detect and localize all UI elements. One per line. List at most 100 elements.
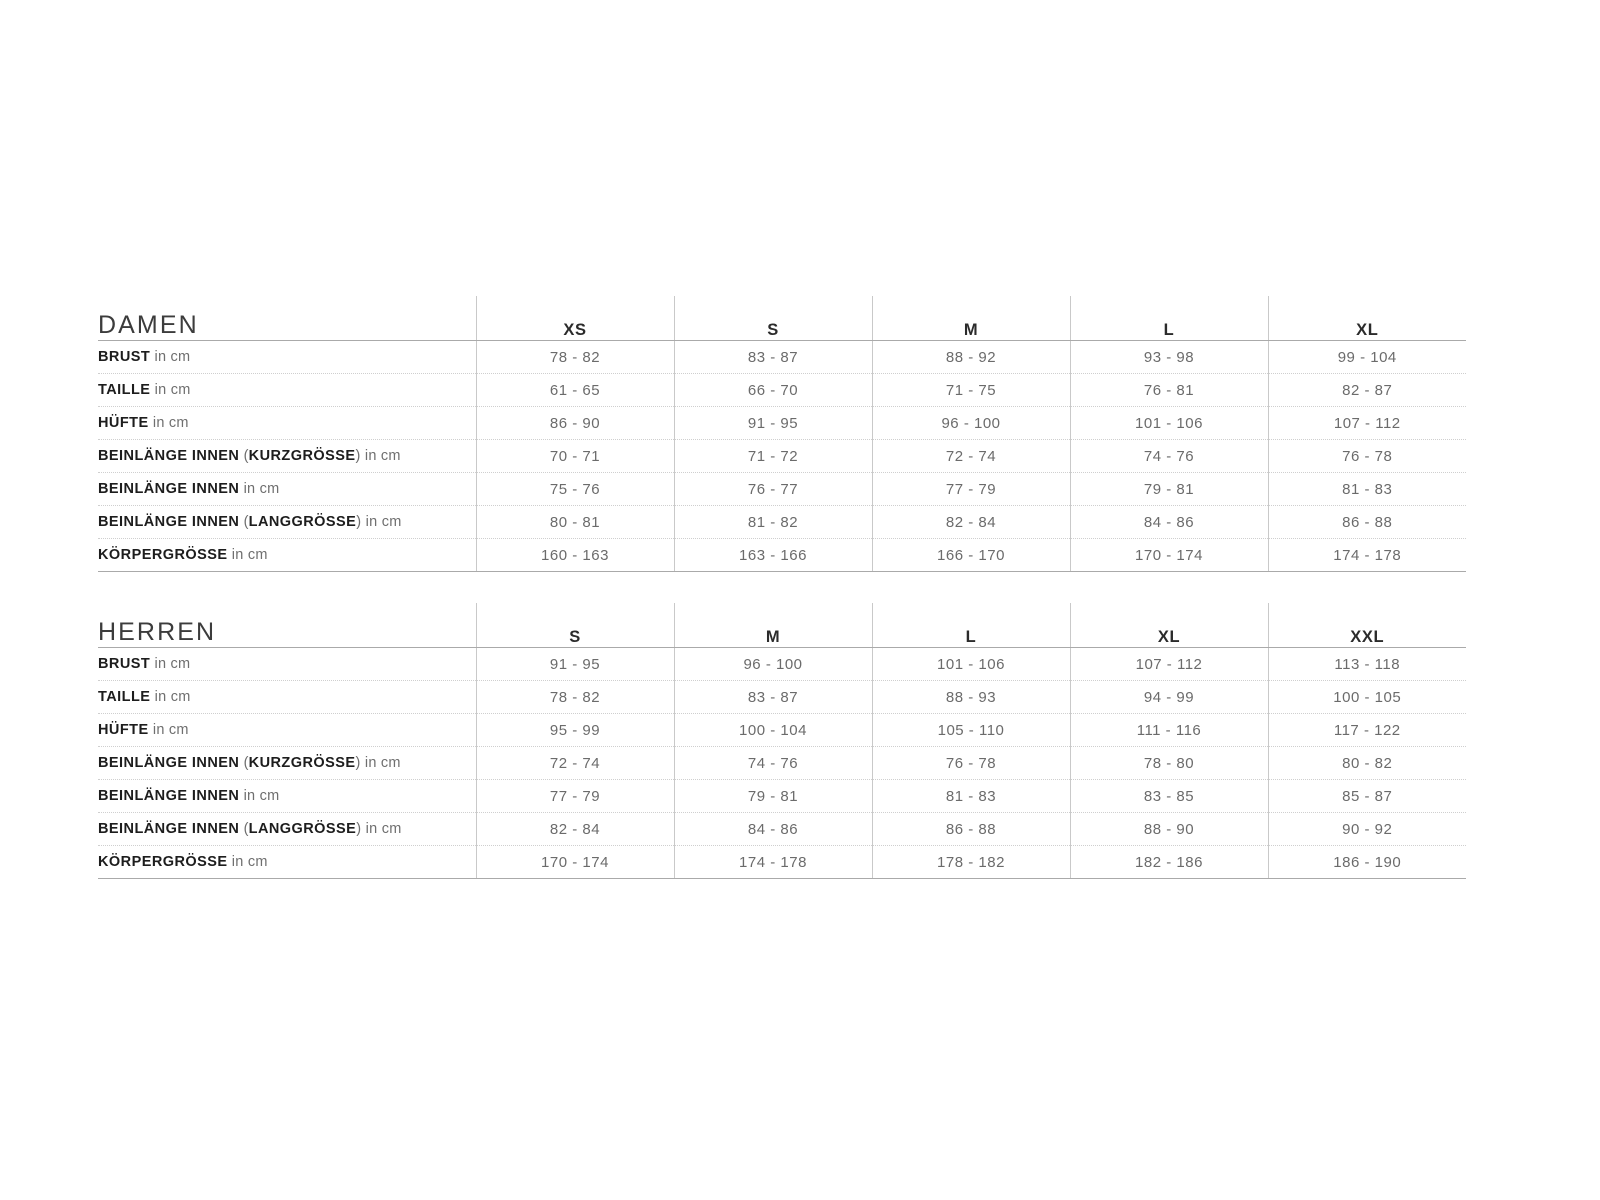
measurement-value: 74 - 76 bbox=[673, 746, 872, 780]
measurement-unit: in cm bbox=[361, 821, 402, 837]
table-row: KÖRPERGRÖSSE in cm 170 - 174 174 - 178 178 … bbox=[98, 845, 1466, 879]
measurement-variant: LANGGRÖSSE bbox=[248, 514, 357, 530]
table-row: BEINLÄNGE INNEN (LANGGRÖSSE) in cm 82 - 8… bbox=[98, 812, 1466, 846]
measurement-variant: KURZGRÖSSE bbox=[248, 755, 356, 771]
measurement-value: 101 - 106 bbox=[871, 647, 1070, 681]
measurement-value: 93 - 98 bbox=[1069, 340, 1268, 374]
measurement-label: HÜFTE in cm bbox=[98, 406, 476, 440]
measurement-unit: in cm bbox=[361, 514, 402, 530]
measurement-value: 94 - 99 bbox=[1069, 680, 1268, 714]
measurement-value: 74 - 76 bbox=[1069, 439, 1268, 473]
measurement-name: BEINLÄNGE INNEN bbox=[98, 821, 240, 837]
measurement-value: 80 - 82 bbox=[1267, 746, 1466, 780]
measurement-value: 70 - 71 bbox=[475, 439, 674, 473]
measurement-name: BEINLÄNGE INNEN bbox=[98, 514, 240, 530]
paren-open: ( bbox=[239, 821, 249, 837]
measurement-unit: in cm bbox=[227, 854, 268, 870]
measurement-value: 95 - 99 bbox=[475, 713, 674, 747]
measurement-value: 76 - 78 bbox=[1267, 439, 1466, 473]
measurement-unit: in cm bbox=[360, 448, 401, 464]
measurement-value: 71 - 75 bbox=[871, 373, 1070, 407]
measurement-value: 113 - 118 bbox=[1267, 647, 1466, 681]
measurement-name: KÖRPERGRÖSSE bbox=[98, 854, 228, 870]
table-row: TAILLE in cm 78 - 82 83 - 87 88 - 93 94 - 99… bbox=[98, 680, 1466, 714]
measurement-label: BRUST in cm bbox=[98, 647, 476, 681]
measurement-label: BEINLÄNGE INNEN in cm bbox=[98, 472, 476, 506]
measurement-value: 81 - 82 bbox=[673, 505, 872, 539]
paren-close: ) bbox=[356, 514, 362, 530]
size-column-header: S bbox=[475, 603, 674, 648]
measurement-value: 170 - 174 bbox=[1069, 538, 1268, 572]
measurement-label: BEINLÄNGE INNEN (KURZGRÖSSE) in cm bbox=[98, 746, 476, 780]
measurement-value: 86 - 88 bbox=[1267, 505, 1466, 539]
measurement-value: 182 - 186 bbox=[1069, 845, 1268, 879]
measurement-value: 100 - 105 bbox=[1267, 680, 1466, 714]
paren-close: ) bbox=[355, 755, 361, 771]
measurement-value: 85 - 87 bbox=[1267, 779, 1466, 813]
measurement-value: 66 - 70 bbox=[673, 373, 872, 407]
measurement-label: BEINLÄNGE INNEN (KURZGRÖSSE) in cm bbox=[98, 439, 476, 473]
measurement-value: 72 - 74 bbox=[871, 439, 1070, 473]
table-row: BRUST in cm 78 - 82 83 - 87 88 - 92 93 - 98 9… bbox=[98, 340, 1466, 374]
measurement-label: BEINLÄNGE INNEN (LANGGRÖSSE) in cm bbox=[98, 812, 476, 846]
paren-open: ( bbox=[239, 755, 249, 771]
measurement-label: HÜFTE in cm bbox=[98, 713, 476, 747]
measurement-value: 76 - 78 bbox=[871, 746, 1070, 780]
measurement-unit: in cm bbox=[150, 382, 191, 398]
measurement-unit: in cm bbox=[239, 481, 280, 497]
measurement-value: 170 - 174 bbox=[475, 845, 674, 879]
measurement-label: TAILLE in cm bbox=[98, 373, 476, 407]
measurement-value: 96 - 100 bbox=[871, 406, 1070, 440]
measurement-value: 84 - 86 bbox=[1069, 505, 1268, 539]
measurement-value: 91 - 95 bbox=[673, 406, 872, 440]
table-row: KÖRPERGRÖSSE in cm 160 - 163 163 - 166 166 … bbox=[98, 538, 1466, 572]
measurement-value: 78 - 82 bbox=[475, 680, 674, 714]
table-row: BEINLÄNGE INNEN (KURZGRÖSSE) in cm 72 - 7… bbox=[98, 746, 1466, 780]
measurement-value: 84 - 86 bbox=[673, 812, 872, 846]
measurement-value: 88 - 92 bbox=[871, 340, 1070, 374]
measurement-unit: in cm bbox=[239, 788, 280, 804]
measurement-name: TAILLE bbox=[98, 689, 151, 705]
measurement-value: 174 - 178 bbox=[1267, 538, 1466, 572]
measurement-value: 75 - 76 bbox=[475, 472, 674, 506]
measurement-value: 82 - 84 bbox=[871, 505, 1070, 539]
measurement-value: 88 - 90 bbox=[1069, 812, 1268, 846]
measurement-name: BEINLÄNGE INNEN bbox=[98, 788, 240, 804]
measurement-value: 72 - 74 bbox=[475, 746, 674, 780]
measurement-value: 61 - 65 bbox=[475, 373, 674, 407]
table-row: BEINLÄNGE INNEN in cm 77 - 79 79 - 81 81 - … bbox=[98, 779, 1466, 813]
size-column-header: S bbox=[673, 296, 872, 341]
measurement-value: 79 - 81 bbox=[1069, 472, 1268, 506]
measurement-value: 88 - 93 bbox=[871, 680, 1070, 714]
measurement-value: 107 - 112 bbox=[1267, 406, 1466, 440]
size-column-header: L bbox=[1069, 296, 1268, 341]
measurement-value: 77 - 79 bbox=[871, 472, 1070, 506]
table-row: HÜFTE in cm 86 - 90 91 - 95 96 - 100 101 - 1… bbox=[98, 406, 1466, 440]
measurement-value: 105 - 110 bbox=[871, 713, 1070, 747]
measurement-name: BEINLÄNGE INNEN bbox=[98, 448, 240, 464]
table-row: BEINLÄNGE INNEN in cm 75 - 76 76 - 77 77 - … bbox=[98, 472, 1466, 506]
measurement-variant: LANGGRÖSSE bbox=[248, 821, 357, 837]
measurement-label: KÖRPERGRÖSSE in cm bbox=[98, 538, 476, 572]
measurement-value: 163 - 166 bbox=[673, 538, 872, 572]
paren-open: ( bbox=[239, 514, 249, 530]
measurement-value: 83 - 85 bbox=[1069, 779, 1268, 813]
measurement-value: 111 - 116 bbox=[1069, 713, 1268, 747]
measurement-name: HÜFTE bbox=[98, 722, 149, 738]
measurement-value: 79 - 81 bbox=[673, 779, 872, 813]
measurement-value: 81 - 83 bbox=[871, 779, 1070, 813]
measurement-unit: in cm bbox=[150, 656, 191, 672]
measurement-value: 91 - 95 bbox=[475, 647, 674, 681]
measurement-name: BRUST bbox=[98, 349, 151, 365]
measurement-value: 77 - 79 bbox=[475, 779, 674, 813]
measurement-value: 80 - 81 bbox=[475, 505, 674, 539]
measurement-name: KÖRPERGRÖSSE bbox=[98, 547, 228, 563]
measurement-value: 86 - 90 bbox=[475, 406, 674, 440]
measurement-value: 78 - 82 bbox=[475, 340, 674, 374]
table-row: HÜFTE in cm 95 - 99 100 - 104 105 - 110 111 … bbox=[98, 713, 1466, 747]
paren-close: ) bbox=[356, 821, 362, 837]
measurement-label: BEINLÄNGE INNEN in cm bbox=[98, 779, 476, 813]
table-row: BRUST in cm 91 - 95 96 - 100 101 - 106 107 -… bbox=[98, 647, 1466, 681]
measurement-unit: in cm bbox=[150, 349, 191, 365]
measurement-name: TAILLE bbox=[98, 382, 151, 398]
